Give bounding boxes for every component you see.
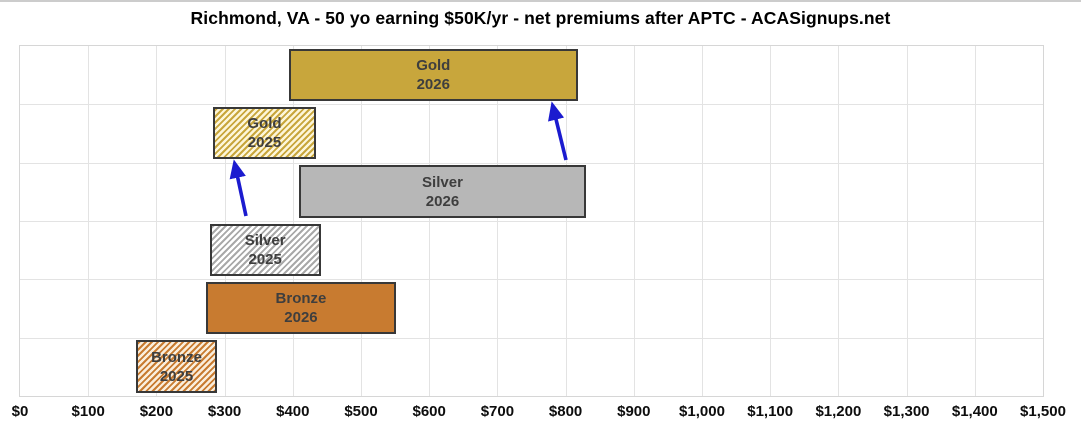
x-tick-label: $100 — [71, 403, 105, 420]
bar-label-series: Bronze — [275, 290, 327, 308]
gridline-horizontal — [20, 221, 1043, 222]
plot-area: Gold 2026 Gold 2025 Silver 2026 Silver 2025 Bron… — [19, 45, 1044, 397]
blue-arrow — [229, 159, 248, 217]
bar-gold-2026: Gold 2026 — [288, 48, 578, 101]
x-tick-label: $1,500 — [1020, 403, 1066, 420]
gridline-horizontal — [20, 337, 1043, 339]
bar-bronze-2026: Bronze 2026 — [205, 282, 397, 335]
x-tick-label: $400 — [276, 403, 310, 420]
gridline-horizontal — [20, 162, 1043, 164]
x-tick-label: $500 — [344, 403, 378, 420]
chart-title: Richmond, VA - 50 yo earning $50K/yr - n… — [190, 8, 891, 28]
bar-silver-2026: Silver 2026 — [298, 165, 587, 218]
bar-label-series: Gold — [247, 115, 282, 133]
bar-label-year: 2026 — [425, 192, 460, 210]
bar-label-year: 2026 — [284, 309, 318, 327]
bar-label-series: Silver — [422, 173, 463, 191]
x-tick-label: $700 — [480, 403, 515, 420]
x-tick-label: $0 — [11, 403, 29, 420]
bar-label-year: 2026 — [416, 75, 450, 93]
bar-label-year: 2025 — [248, 250, 282, 268]
gridline-horizontal — [20, 279, 1043, 281]
x-tick-label: $200 — [139, 403, 174, 420]
x-tick-label: $1,000 — [679, 403, 725, 420]
bar-label-series: Silver — [244, 231, 286, 249]
bar-label-series: Bronze — [151, 348, 202, 366]
x-tick-label: $900 — [617, 403, 651, 420]
x-tick-label: $1,200 — [815, 403, 862, 420]
x-tick-label: $300 — [207, 403, 242, 420]
bar-label-year: 2025 — [247, 134, 282, 152]
x-tick-label: $1,400 — [951, 403, 998, 420]
bar-silver-2025: Silver 2025 — [209, 223, 321, 276]
bar-bronze-2025: Bronze 2025 — [135, 340, 218, 393]
x-tick-label: $1,300 — [883, 403, 930, 420]
blue-arrow — [548, 101, 568, 161]
x-tick-label: $600 — [412, 403, 446, 420]
x-tick-label: $1,100 — [747, 403, 794, 420]
x-axis: $0 $100 $200 $300 $400 $500 $600 $700 $800 $900 $1… — [0, 399, 1081, 429]
x-tick-label: $800 — [548, 403, 583, 420]
bar-gold-2025: Gold 2025 — [213, 107, 316, 160]
gridline-horizontal — [20, 104, 1043, 106]
bar-label-year: 2025 — [159, 367, 194, 385]
bar-label-series: Gold — [416, 56, 451, 74]
